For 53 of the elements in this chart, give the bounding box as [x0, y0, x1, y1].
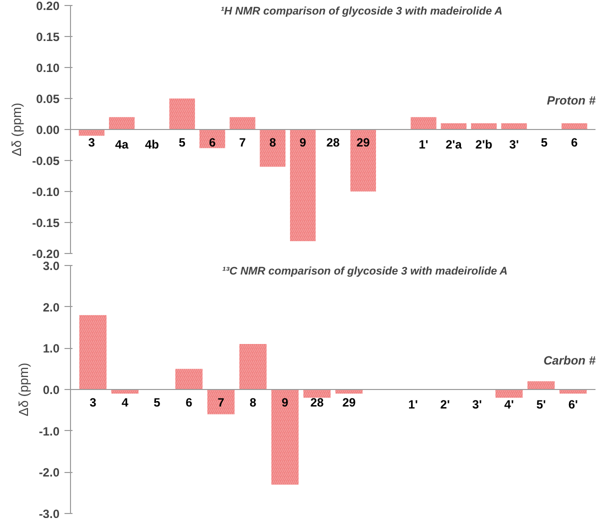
y-tick-label: 0.05 [36, 92, 60, 106]
x-tick-label: 7 [218, 396, 225, 410]
x-tick-label: 28 [310, 396, 324, 410]
y-tick-label: 0.10 [36, 61, 60, 75]
y-tick-label: 0.20 [36, 0, 60, 13]
x-tick-label: 4a [115, 138, 129, 152]
y-tick-label: -0.20 [32, 247, 60, 261]
x-tick-label: 8 [250, 396, 257, 410]
x-tick-label: 1' [408, 398, 418, 412]
x-tick-label: 9 [299, 136, 306, 150]
y-tick-label: -1.0 [38, 424, 60, 438]
x-tick-label: 3' [472, 398, 482, 412]
x-tick-label: 29 [342, 396, 356, 410]
y-tick-label: 1.0 [42, 342, 60, 356]
y-tick-label: -0.10 [32, 185, 60, 199]
x-tick-label: 5 [540, 136, 548, 150]
x-axis-title: Carbon # [543, 354, 596, 368]
y-tick-label: 3.0 [42, 259, 60, 273]
y-tick-label: -0.05 [32, 154, 60, 168]
x-tick-label: 29 [356, 136, 370, 150]
y-tick-label: -3.0 [38, 507, 60, 521]
y-tick-label: 0.0 [42, 383, 60, 397]
y-axis-title: Δδ (ppm) [16, 362, 31, 416]
x-tick-label: 6 [186, 396, 193, 410]
y-tick-label: 2.0 [42, 300, 60, 314]
x-tick-label: 5' [536, 398, 546, 412]
x-tick-label: 3 [90, 396, 97, 410]
x-tick-label: 2' [440, 398, 450, 412]
x-tick-label: 4 [122, 396, 129, 410]
x-tick-label: 6' [568, 398, 578, 412]
x-tick-label: 8 [269, 136, 276, 150]
y-tick-label: 0.00 [36, 123, 60, 137]
x-tick-label: 6 [208, 136, 216, 150]
chart-title: ¹³C NMR comparison of glycoside 3 with madeirolide A [222, 266, 508, 278]
x-tick-label: 4' [504, 398, 514, 412]
chart-title: ¹H NMR comparison of glycoside 3 with madeirolide A [220, 6, 502, 18]
y-tick-label: -2.0 [38, 466, 60, 480]
x-tick-label: 5 [154, 396, 161, 410]
x-tick-label: 1' [418, 138, 428, 152]
x-axis-title: Proton # [546, 94, 596, 108]
x-tick-label: 28 [326, 136, 340, 150]
x-tick-label: 5 [178, 136, 186, 150]
y-tick-label: -0.15 [32, 216, 60, 230]
x-tick-label: 4b [144, 138, 159, 152]
y-axis-title: Δδ (ppm) [9, 102, 24, 156]
x-tick-label: 7 [239, 136, 246, 150]
x-tick-label: 6 [571, 136, 578, 150]
x-tick-label: 2'a [446, 138, 462, 152]
x-tick-label: 2'b [475, 138, 492, 152]
x-tick-label: 9 [282, 396, 289, 410]
x-tick-label: 3 [88, 136, 96, 150]
x-tick-label: 3' [509, 138, 519, 152]
y-tick-label: 0.15 [36, 30, 60, 44]
